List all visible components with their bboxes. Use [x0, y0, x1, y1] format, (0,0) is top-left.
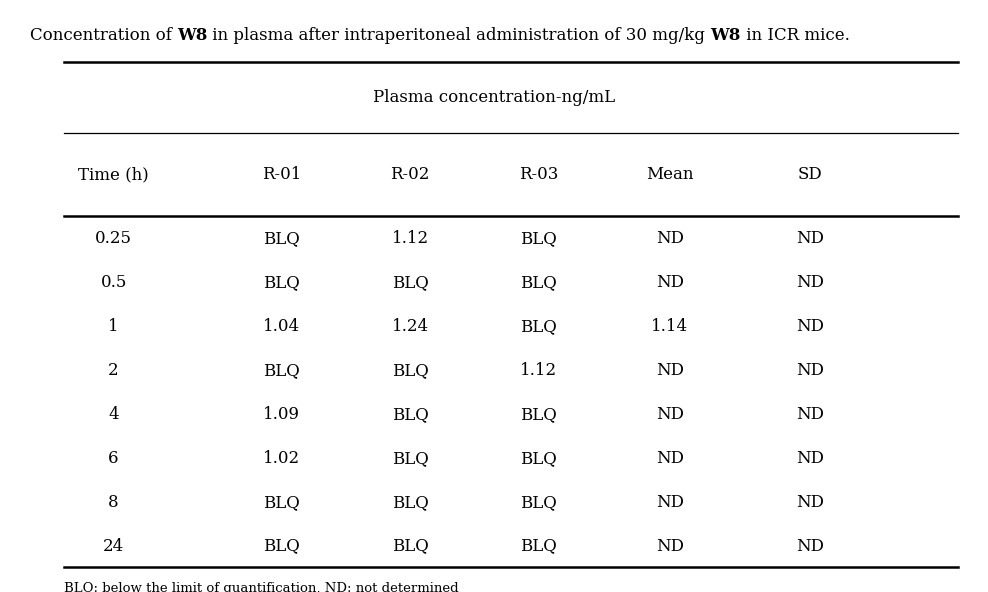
Text: ND: ND — [656, 450, 684, 467]
Text: 8: 8 — [109, 494, 119, 511]
Text: ND: ND — [796, 318, 824, 335]
Text: 2: 2 — [109, 362, 119, 379]
Text: BLQ: BLQ — [263, 494, 300, 511]
Text: BLQ: BLQ — [520, 494, 557, 511]
Text: BLQ: BLQ — [391, 362, 429, 379]
Text: Plasma concentration-ng/mL: Plasma concentration-ng/mL — [372, 89, 616, 106]
Text: BLQ: BLQ — [263, 362, 300, 379]
Text: BLQ: BLQ — [391, 274, 429, 291]
Text: BLQ: BLQ — [263, 230, 300, 247]
Text: 1.02: 1.02 — [263, 450, 300, 467]
Text: BLQ: below the limit of quantification, ND: not determined: BLQ: below the limit of quantification, … — [64, 582, 458, 592]
Text: 24: 24 — [103, 538, 124, 555]
Text: ND: ND — [656, 274, 684, 291]
Text: in ICR mice.: in ICR mice. — [741, 27, 850, 44]
Text: 0.25: 0.25 — [95, 230, 132, 247]
Text: 6: 6 — [109, 450, 119, 467]
Text: ND: ND — [656, 494, 684, 511]
Text: ND: ND — [656, 538, 684, 555]
Text: Concentration of: Concentration of — [30, 27, 177, 44]
Text: BLQ: BLQ — [391, 450, 429, 467]
Text: R-02: R-02 — [390, 166, 430, 183]
Text: 0.5: 0.5 — [101, 274, 126, 291]
Text: Time (h): Time (h) — [78, 166, 149, 183]
Text: R-03: R-03 — [519, 166, 558, 183]
Text: BLQ: BLQ — [391, 406, 429, 423]
Text: W8: W8 — [177, 27, 207, 44]
Text: 1.14: 1.14 — [651, 318, 689, 335]
Text: ND: ND — [796, 494, 824, 511]
Text: SD: SD — [797, 166, 823, 183]
Text: 1: 1 — [109, 318, 119, 335]
Text: ND: ND — [796, 450, 824, 467]
Text: ND: ND — [796, 274, 824, 291]
Text: Mean: Mean — [646, 166, 694, 183]
Text: W8: W8 — [710, 27, 741, 44]
Text: BLQ: BLQ — [520, 274, 557, 291]
Text: ND: ND — [796, 406, 824, 423]
Text: ND: ND — [656, 362, 684, 379]
Text: BLQ: BLQ — [391, 494, 429, 511]
Text: BLQ: BLQ — [520, 318, 557, 335]
Text: 1.12: 1.12 — [391, 230, 429, 247]
Text: BLQ: BLQ — [520, 450, 557, 467]
Text: BLQ: BLQ — [520, 538, 557, 555]
Text: R-01: R-01 — [262, 166, 301, 183]
Text: 4: 4 — [109, 406, 119, 423]
Text: ND: ND — [796, 362, 824, 379]
Text: ND: ND — [656, 230, 684, 247]
Text: in plasma after intraperitoneal administration of 30 mg/kg: in plasma after intraperitoneal administ… — [207, 27, 710, 44]
Text: BLQ: BLQ — [263, 274, 300, 291]
Text: BLQ: BLQ — [391, 538, 429, 555]
Text: BLQ: BLQ — [520, 406, 557, 423]
Text: ND: ND — [796, 538, 824, 555]
Text: 1.12: 1.12 — [520, 362, 557, 379]
Text: ND: ND — [656, 406, 684, 423]
Text: BLQ: BLQ — [263, 538, 300, 555]
Text: 1.24: 1.24 — [391, 318, 429, 335]
Text: ND: ND — [796, 230, 824, 247]
Text: 1.04: 1.04 — [263, 318, 300, 335]
Text: BLQ: BLQ — [520, 230, 557, 247]
Text: 1.09: 1.09 — [263, 406, 300, 423]
